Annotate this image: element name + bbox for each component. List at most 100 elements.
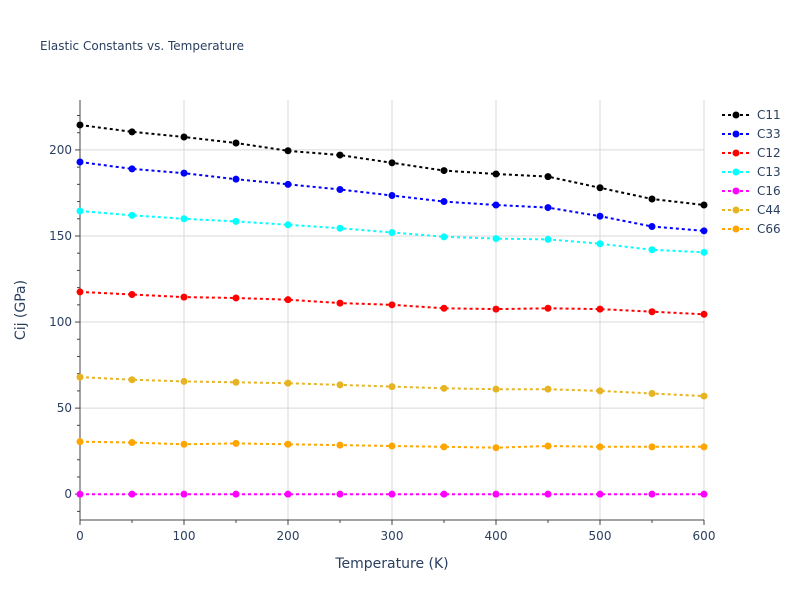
data-point-c11	[492, 170, 500, 178]
data-point-c16	[128, 490, 136, 498]
series-c13	[76, 207, 708, 256]
data-point-c66	[180, 440, 188, 448]
data-point-c12	[648, 308, 656, 316]
y-axis-title: Cij (GPa)	[13, 280, 29, 340]
data-point-c11	[440, 167, 448, 175]
x-axis-title: Temperature (K)	[334, 556, 448, 572]
legend-item-c33[interactable]: C33	[722, 127, 781, 141]
series-group	[76, 121, 708, 498]
series-c12	[76, 288, 708, 318]
x-tick-label: 500	[589, 529, 612, 543]
data-point-c66	[388, 442, 396, 450]
data-point-c44	[284, 379, 292, 387]
data-point-c44	[76, 373, 84, 381]
legend-item-c44[interactable]: C44	[722, 203, 781, 217]
data-point-c11	[648, 195, 656, 203]
data-point-c66	[76, 438, 84, 446]
y-tick-label: 0	[64, 487, 72, 501]
data-point-c12	[492, 305, 500, 313]
data-point-c66	[596, 443, 604, 451]
data-point-c12	[336, 299, 344, 307]
data-point-c11	[544, 173, 552, 181]
data-point-c13	[648, 246, 656, 254]
data-point-c66	[284, 440, 292, 448]
data-point-c12	[596, 305, 604, 313]
data-point-c11	[336, 151, 344, 159]
axes	[75, 100, 705, 525]
data-point-c16	[440, 490, 448, 498]
data-point-c16	[700, 490, 708, 498]
legend-swatch-marker	[732, 168, 740, 176]
legend-label: C16	[757, 184, 781, 198]
data-point-c13	[596, 240, 604, 248]
data-point-c12	[544, 304, 552, 312]
data-point-c44	[336, 381, 344, 389]
series-c44	[76, 373, 708, 400]
data-point-c44	[544, 385, 552, 393]
data-point-c16	[492, 490, 500, 498]
data-point-c33	[232, 175, 240, 183]
data-point-c16	[284, 490, 292, 498]
legend-swatch-marker	[732, 225, 740, 233]
legend-swatch-marker	[732, 206, 740, 214]
legend-label: C44	[757, 203, 781, 217]
data-point-c44	[128, 376, 136, 384]
data-point-c44	[180, 377, 188, 385]
data-point-c11	[232, 139, 240, 147]
data-point-c11	[128, 128, 136, 136]
data-point-c66	[336, 441, 344, 449]
data-point-c33	[128, 165, 136, 173]
data-point-c66	[492, 444, 500, 452]
legend-label: C13	[757, 165, 781, 179]
data-point-c11	[700, 201, 708, 209]
x-tick-label: 400	[485, 529, 508, 543]
chart-title: Elastic Constants vs. Temperature	[40, 39, 244, 53]
x-tick-label: 200	[277, 529, 300, 543]
x-tick-label: 300	[381, 529, 404, 543]
data-point-c12	[76, 288, 84, 296]
legend-label: C11	[757, 108, 781, 122]
legend-item-c12[interactable]: C12	[722, 146, 781, 160]
data-point-c13	[440, 233, 448, 241]
legend-label: C66	[757, 222, 781, 236]
data-point-c33	[596, 212, 604, 220]
data-point-c66	[544, 442, 552, 450]
data-point-c44	[440, 384, 448, 392]
data-point-c11	[180, 133, 188, 141]
data-point-c13	[336, 224, 344, 232]
data-point-c33	[336, 186, 344, 194]
tick-labels: 0 100 200 300 400 500 600 0 50 100 150 200	[49, 143, 715, 543]
legend-item-c16[interactable]: C16	[722, 184, 781, 198]
data-point-c13	[180, 215, 188, 223]
data-point-c16	[648, 490, 656, 498]
data-point-c33	[440, 198, 448, 206]
legend-item-c66[interactable]: C66	[722, 222, 781, 236]
x-tick-label: 0	[76, 529, 84, 543]
data-point-c66	[648, 443, 656, 451]
data-point-c12	[440, 304, 448, 312]
data-point-c16	[544, 490, 552, 498]
data-point-c44	[232, 378, 240, 386]
series-c11	[76, 121, 708, 209]
data-point-c11	[284, 147, 292, 155]
legend-label: C33	[757, 127, 781, 141]
data-point-c16	[180, 490, 188, 498]
data-point-c33	[648, 223, 656, 231]
legend-item-c13[interactable]: C13	[722, 165, 781, 179]
legend-label: C12	[757, 146, 781, 160]
data-point-c16	[76, 490, 84, 498]
data-point-c13	[232, 217, 240, 225]
data-point-c44	[596, 387, 604, 395]
y-tick-label: 100	[49, 315, 72, 329]
data-point-c66	[232, 439, 240, 447]
legend-item-c11[interactable]: C11	[722, 108, 781, 122]
x-tick-label: 100	[173, 529, 196, 543]
legend-swatch-marker	[732, 111, 740, 119]
data-point-c12	[388, 301, 396, 309]
data-point-c12	[284, 296, 292, 304]
data-point-c13	[492, 235, 500, 243]
data-point-c66	[440, 443, 448, 451]
data-point-c33	[700, 227, 708, 235]
data-point-c13	[700, 248, 708, 256]
